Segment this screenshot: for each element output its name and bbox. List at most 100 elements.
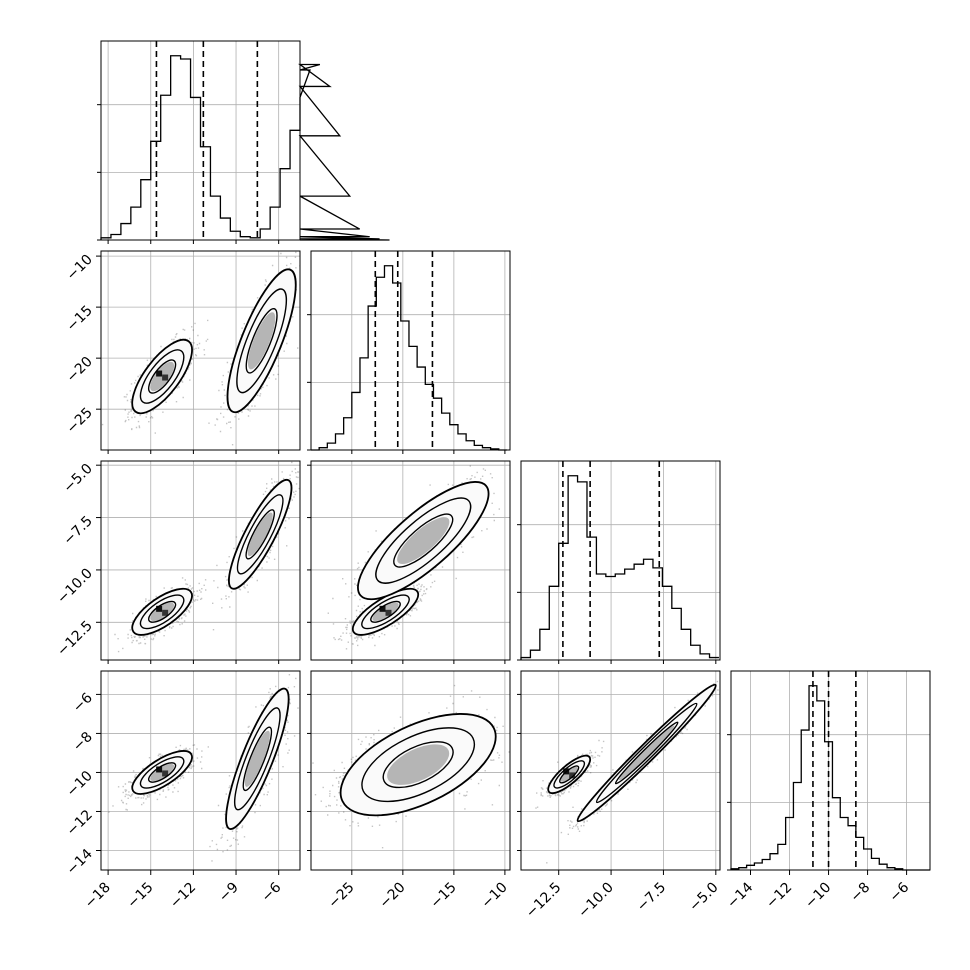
x-tick-label: −18 [82, 880, 114, 912]
panel-frame [730, 670, 931, 871]
panel-background [731, 671, 930, 870]
x-tick-label: −10.0 [575, 880, 617, 922]
contour-line [139, 756, 185, 789]
contour-line [370, 600, 401, 623]
x-tick-label: −9 [216, 880, 242, 906]
contour-line [228, 478, 293, 590]
contour-line [147, 600, 177, 623]
contour-line [382, 741, 454, 789]
histogram-step-p1 [100, 55, 390, 241]
x-tick-label: −8 [847, 880, 873, 906]
contour-line [351, 587, 420, 636]
density-core [397, 517, 450, 565]
y-tick-label: −8 [70, 729, 96, 755]
x-tick-label: −25 [325, 880, 357, 912]
x-tick-label: −15 [427, 880, 459, 912]
panel-content [101, 251, 300, 450]
contour-line [375, 497, 472, 584]
y-tick-label: −15 [64, 303, 96, 335]
panel-content [101, 461, 300, 660]
density-core [247, 512, 273, 557]
contour-line [131, 338, 193, 415]
x-tick-label: −15 [124, 880, 156, 912]
histogram-panel-p1 [97, 40, 390, 241]
x-tick-label: −12 [167, 880, 199, 912]
contour-line [357, 481, 490, 601]
x-tick-label: −12 [763, 880, 795, 912]
density-peak [156, 370, 163, 377]
density-peak [156, 766, 163, 773]
y-tick-label: −5.0 [60, 461, 95, 496]
scatter-panel-p2-p4 [310, 670, 511, 871]
panel-background [521, 461, 720, 660]
panel-content [311, 671, 510, 870]
y-tick-label: −6 [70, 690, 96, 716]
contour-line [576, 683, 717, 823]
x-tick-label: −7.5 [634, 880, 669, 915]
contour-line [139, 594, 185, 630]
contour-line [361, 727, 476, 803]
panel-frame [100, 250, 301, 451]
contour-line [547, 754, 592, 795]
y-tick-label: −10 [64, 768, 96, 800]
scatter-panel-p1-p2 [100, 250, 301, 451]
contour-line [131, 750, 193, 795]
contour-line [614, 721, 679, 785]
contour-line [147, 762, 177, 783]
y-tick-label: −10 [64, 252, 96, 284]
histogram-panel-p3 [517, 460, 721, 661]
panel-frame [520, 670, 721, 871]
x-tick-label: −20 [376, 880, 408, 912]
histogram-step-p2 [311, 265, 507, 451]
x-tick-label: −6 [887, 879, 913, 905]
contour-line [553, 760, 586, 789]
density-core [387, 744, 450, 785]
x-tick-label: −14 [724, 879, 756, 911]
density-core [247, 312, 276, 370]
contour-line [225, 687, 290, 830]
contour-line [139, 349, 185, 404]
panel-frame [100, 670, 301, 871]
contour-line [245, 307, 278, 374]
panel-background [311, 251, 510, 450]
x-tick-label: −12.5 [523, 880, 565, 922]
contour-line [236, 494, 284, 575]
panel-content [521, 671, 720, 870]
panel-frame [310, 460, 511, 661]
density-peak [162, 609, 169, 616]
density-core [619, 725, 675, 781]
scatter-panel-p2-p3 [310, 460, 511, 661]
x-tick-label: −10 [802, 880, 834, 912]
contour-line [361, 594, 410, 630]
panel-content [101, 671, 300, 870]
contour-line [595, 702, 698, 804]
contour-line [245, 509, 275, 560]
scatter-panel-p1-p4 [100, 670, 301, 871]
contour-line [393, 513, 454, 568]
x-tick-label: −5.0 [686, 880, 721, 915]
panel-frame [310, 670, 511, 871]
contour-line [236, 288, 288, 394]
panel-frame [520, 460, 721, 661]
density-peak [162, 374, 169, 381]
contour-line [242, 726, 273, 792]
scatter-panel-p3-p4 [520, 670, 721, 871]
scatter-panel-p1-p3 [100, 460, 301, 661]
corner-plot-root: −18 −15 −12 −9 −6 −25 −20 −15 −10 −12.5 −10.0 −7.5−… [54, 40, 931, 922]
contour-line [131, 587, 193, 636]
density-peak [385, 609, 392, 616]
histogram-panel-p2 [307, 250, 511, 451]
contour-line [339, 713, 497, 817]
contour-line [559, 765, 580, 784]
histogram-panel-p4 [727, 670, 931, 871]
contour-line [147, 359, 177, 394]
panel-frame [100, 460, 301, 661]
x-tick-label: −10 [479, 880, 511, 912]
density-peak [569, 772, 576, 779]
histogram-step-p3 [520, 475, 719, 660]
y-tick-label: −14 [64, 846, 96, 878]
y-tick-label: −25 [64, 405, 96, 437]
x-tick-label: −6 [259, 879, 285, 905]
contour-line [226, 268, 297, 414]
